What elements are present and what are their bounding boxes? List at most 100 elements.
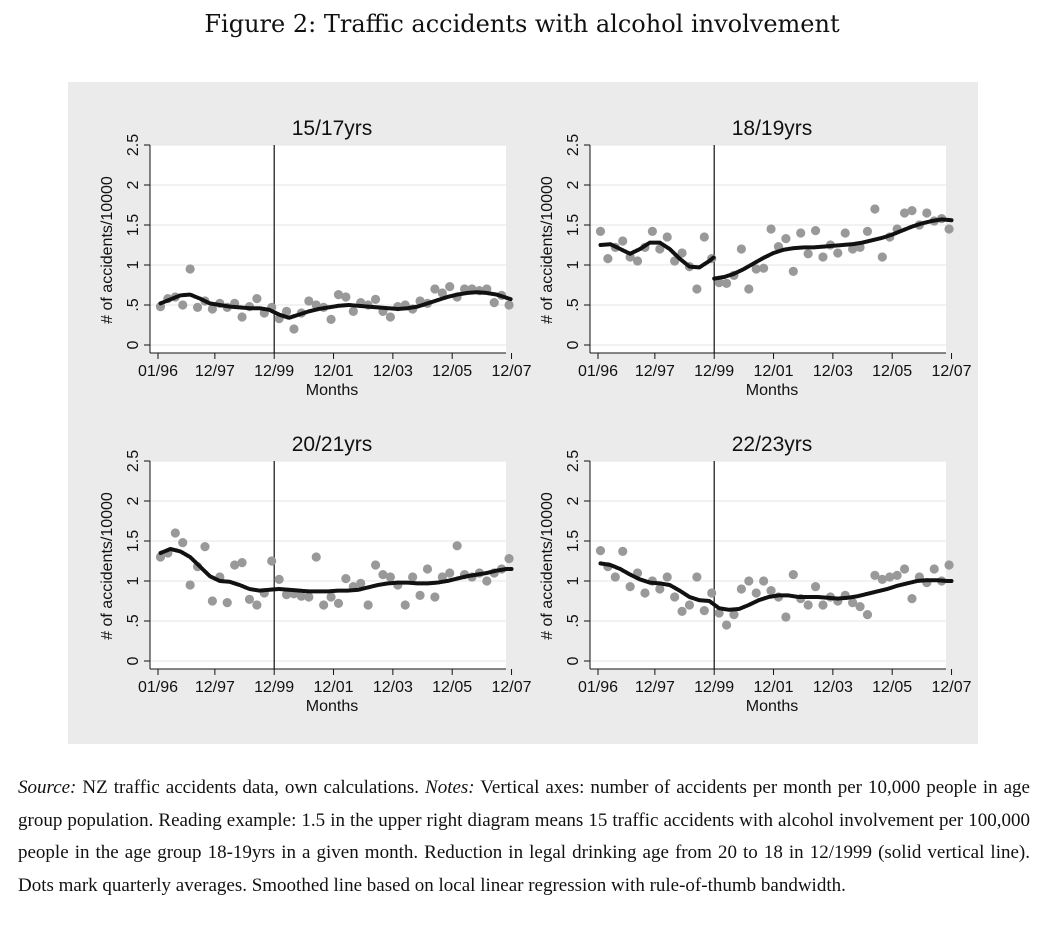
x-axis-label: Months bbox=[306, 698, 358, 715]
data-point bbox=[766, 586, 776, 596]
smoothed-line bbox=[598, 240, 717, 270]
y-tick-label: 1.5 bbox=[565, 214, 582, 236]
data-point bbox=[378, 570, 388, 580]
data-point bbox=[929, 564, 939, 574]
data-point bbox=[252, 294, 262, 304]
data-point bbox=[430, 592, 440, 602]
source-text: NZ traffic accidents data, own calculati… bbox=[76, 777, 426, 798]
x-tick-label: 12/97 bbox=[635, 363, 675, 380]
data-point bbox=[944, 224, 954, 234]
x-tick-label: 12/03 bbox=[813, 363, 853, 380]
data-point bbox=[885, 572, 895, 582]
x-axis-label: Months bbox=[746, 698, 798, 715]
data-point bbox=[430, 284, 440, 294]
x-tick-label: 12/03 bbox=[813, 679, 853, 696]
data-point bbox=[632, 256, 643, 266]
y-tick-label: .5 bbox=[565, 298, 582, 311]
x-tick-label: 12/01 bbox=[314, 363, 354, 380]
data-point bbox=[155, 552, 166, 562]
x-tick-label: 12/01 bbox=[314, 679, 354, 696]
data-point bbox=[445, 568, 455, 578]
data-point bbox=[707, 588, 717, 598]
panel-20-21yrs: 20/21yrs 0 .5 1 1.5 2 2.5 01/96 12/97 12/99 12/01 1… bbox=[99, 433, 532, 715]
data-point bbox=[207, 304, 217, 314]
data-point bbox=[907, 206, 917, 216]
y-tick-label: 1.5 bbox=[125, 530, 142, 552]
data-point bbox=[326, 314, 336, 324]
data-point bbox=[899, 208, 910, 218]
y-tick-label: 1 bbox=[125, 576, 142, 585]
x-tick-label: 12/01 bbox=[754, 363, 794, 380]
x-axis-label: Months bbox=[746, 382, 798, 399]
data-point bbox=[618, 236, 628, 246]
data-point bbox=[348, 306, 358, 316]
x-tick-label: 12/07 bbox=[932, 363, 972, 380]
data-point bbox=[744, 576, 754, 586]
panel-15-17yrs: 15/17yrs 0 .5 1 1.5 2 2.5 01/96 12/97 12/99 12/01 1… bbox=[99, 117, 532, 399]
plot-background bbox=[590, 461, 946, 669]
data-point bbox=[230, 560, 240, 570]
data-point bbox=[437, 572, 447, 582]
data-point bbox=[504, 300, 514, 310]
data-point bbox=[618, 546, 628, 556]
data-point bbox=[333, 290, 344, 300]
data-point bbox=[877, 252, 887, 262]
smoothed-line bbox=[712, 217, 954, 281]
data-point bbox=[721, 620, 732, 630]
y-tick-label: 2.5 bbox=[565, 134, 582, 156]
data-point bbox=[870, 570, 880, 580]
data-point bbox=[677, 248, 687, 258]
figure-title: Figure 2: Traffic accidents with alcohol… bbox=[204, 10, 840, 38]
data-point bbox=[714, 278, 724, 288]
data-point bbox=[363, 600, 373, 610]
y-tick-label: .5 bbox=[125, 614, 142, 627]
data-point bbox=[818, 252, 828, 262]
data-point bbox=[415, 590, 425, 600]
panel-title: 20/21yrs bbox=[292, 433, 373, 456]
data-point bbox=[603, 254, 613, 264]
data-point bbox=[899, 564, 910, 574]
data-point bbox=[319, 600, 329, 610]
x-tick-label: 12/99 bbox=[694, 679, 734, 696]
data-point bbox=[200, 542, 210, 552]
notes-text: Vertical axes: number of accidents per m… bbox=[18, 777, 1030, 896]
y-tick-label: 1.5 bbox=[565, 530, 582, 552]
data-point bbox=[222, 598, 232, 608]
panel-title: 22/23yrs bbox=[732, 433, 813, 456]
data-point bbox=[699, 232, 709, 242]
y-tick-label: 0 bbox=[125, 340, 142, 349]
x-tick-label: 12/97 bbox=[195, 679, 235, 696]
data-point bbox=[452, 541, 462, 551]
data-point bbox=[370, 294, 381, 304]
y-tick-label: 2 bbox=[125, 180, 142, 189]
y-tick-label: 0 bbox=[565, 340, 582, 349]
data-point bbox=[610, 572, 620, 582]
y-tick-label: 2 bbox=[565, 180, 582, 189]
smoothed-line bbox=[158, 290, 514, 320]
x-tick-label: 12/99 bbox=[694, 363, 734, 380]
data-point bbox=[647, 226, 657, 236]
panel-title: 18/19yrs bbox=[732, 117, 813, 140]
data-point bbox=[304, 592, 314, 602]
data-point bbox=[252, 600, 262, 610]
data-point bbox=[311, 552, 321, 562]
data-point bbox=[677, 606, 687, 616]
data-point bbox=[788, 266, 798, 276]
x-tick-label: 12/07 bbox=[932, 679, 972, 696]
data-point bbox=[237, 558, 247, 568]
data-point bbox=[744, 284, 754, 294]
figure-notes: Source: NZ traffic accidents data, own c… bbox=[18, 772, 1030, 902]
data-point bbox=[692, 572, 702, 582]
data-point bbox=[759, 576, 769, 586]
data-point bbox=[437, 288, 447, 298]
data-point bbox=[422, 564, 433, 574]
data-point bbox=[796, 228, 806, 238]
x-tick-label: 12/99 bbox=[254, 363, 294, 380]
x-tick-label: 12/99 bbox=[254, 679, 294, 696]
data-point bbox=[810, 226, 821, 236]
data-point bbox=[922, 208, 932, 218]
x-tick-label: 12/05 bbox=[872, 363, 912, 380]
data-point bbox=[304, 296, 314, 306]
y-tick-label: 0 bbox=[565, 656, 582, 665]
data-point bbox=[751, 588, 761, 598]
